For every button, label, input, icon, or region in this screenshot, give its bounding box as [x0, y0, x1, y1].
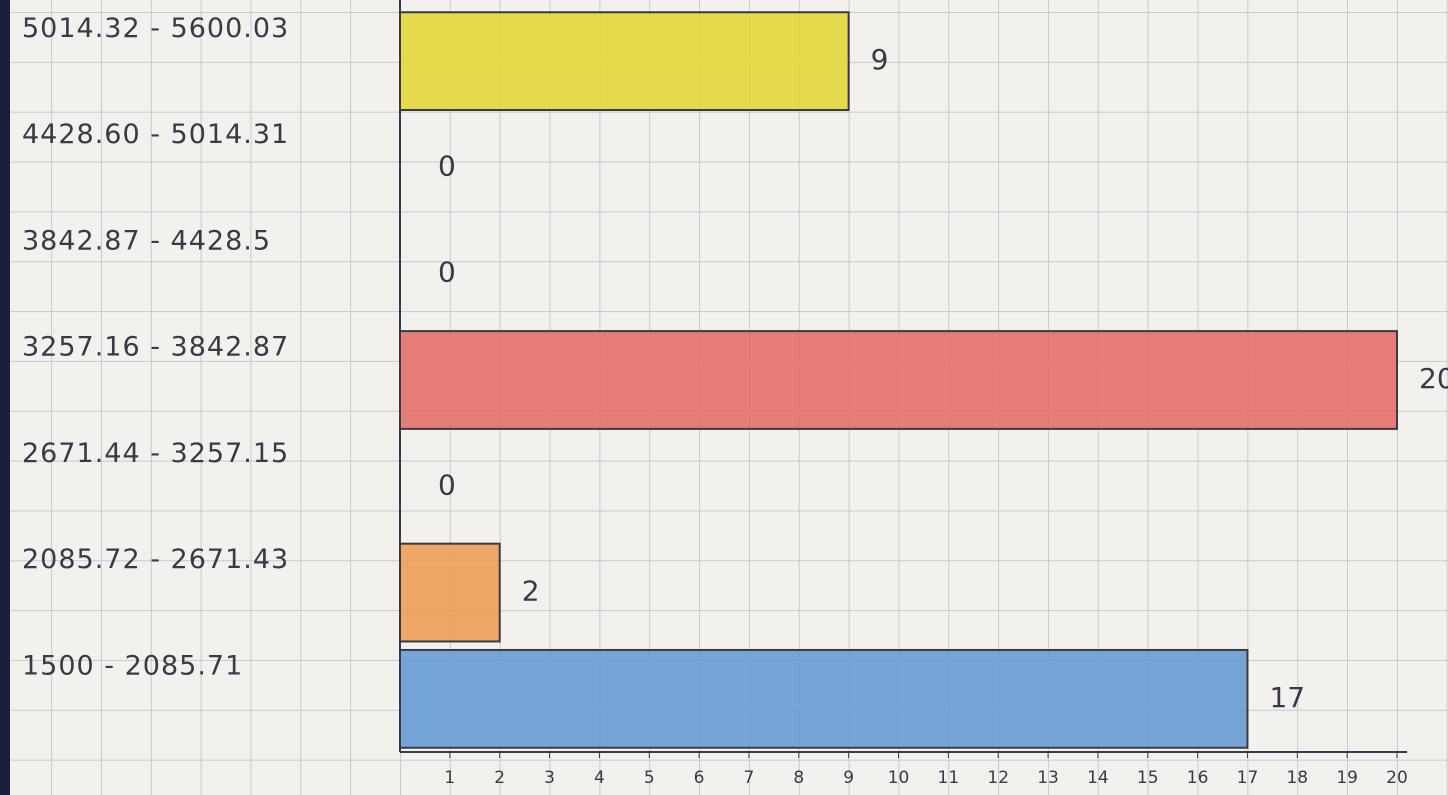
category-label: 2671.44 - 3257.15 — [22, 438, 289, 469]
x-tick-label: 8 — [793, 768, 804, 788]
bar — [399, 648, 1249, 749]
x-tick-label: 11 — [938, 768, 960, 788]
x-tick-label: 9 — [843, 768, 854, 788]
x-tick-label: 13 — [1037, 768, 1059, 788]
x-tick-label: 3 — [544, 768, 555, 788]
x-tick-label: 6 — [694, 768, 705, 788]
x-tick-label: 17 — [1237, 768, 1259, 788]
x-tick-label: 7 — [744, 768, 755, 788]
category-label: 4428.60 - 5014.31 — [22, 119, 289, 150]
x-tick-label: 19 — [1336, 768, 1358, 788]
value-label: 0 — [438, 468, 456, 501]
value-label: 0 — [438, 149, 456, 182]
x-tick-label: 15 — [1137, 768, 1159, 788]
x-tick-label: 5 — [644, 768, 655, 788]
category-label: 5014.32 - 5600.03 — [22, 13, 289, 44]
value-label: 9 — [871, 43, 889, 76]
value-label: 0 — [438, 256, 456, 289]
value-label: 2 — [522, 575, 540, 608]
x-tick-label: 4 — [594, 768, 605, 788]
x-tick-label: 2 — [494, 768, 505, 788]
bar — [399, 330, 1398, 430]
value-label: 17 — [1269, 681, 1305, 714]
value-label: 20 — [1419, 362, 1448, 395]
category-label: 2085.72 - 2671.43 — [22, 544, 289, 575]
x-tick-label: 16 — [1187, 768, 1209, 788]
category-label: 3842.87 - 4428.5 — [22, 225, 271, 256]
bar — [399, 11, 850, 112]
category-label: 1500 - 2085.71 — [22, 650, 243, 681]
x-tick-label: 20 — [1386, 768, 1408, 788]
category-label: 3257.16 - 3842.87 — [22, 332, 289, 363]
x-tick-label: 1 — [444, 768, 455, 788]
x-tick-label: 12 — [987, 768, 1009, 788]
x-tick-label: 18 — [1286, 768, 1308, 788]
x-tick-label: 14 — [1087, 768, 1109, 788]
x-tick-label: 10 — [888, 768, 910, 788]
bar — [399, 542, 501, 643]
